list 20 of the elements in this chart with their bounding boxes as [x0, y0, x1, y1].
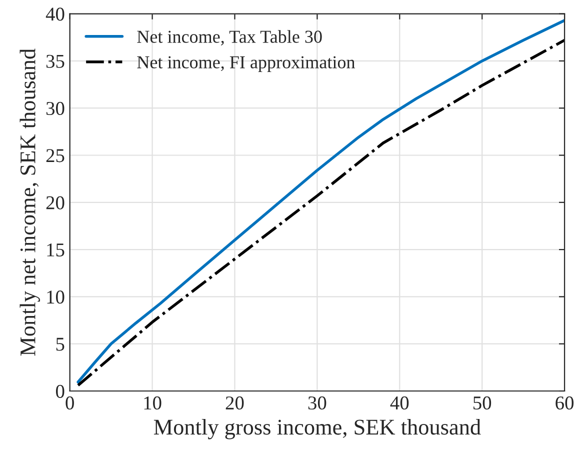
- y-tick-label: 35: [46, 54, 64, 68]
- x-tick-label: 30: [308, 396, 326, 410]
- x-tick-label: 20: [226, 396, 244, 410]
- x-tick-label: 60: [556, 396, 574, 410]
- y-tick-label: 30: [46, 102, 64, 116]
- y-tick-label: 25: [46, 149, 64, 162]
- y-tick-label: 20: [46, 196, 64, 210]
- y-tick-label: 15: [47, 243, 64, 256]
- x-tick-label: 50: [474, 396, 492, 410]
- legend-label: Net income, FI approximation: [137, 56, 355, 72]
- y-axis-title: Montly net income, SEK thousand: [20, 48, 40, 356]
- x-tick-label: 40: [390, 396, 409, 410]
- y-tick-label: 0: [56, 384, 64, 398]
- x-tick-label: 0: [66, 396, 74, 410]
- x-tick-label: 10: [144, 396, 162, 410]
- x-axis-title: Montly gross income, SEK thousand: [154, 419, 481, 440]
- y-tick-label: 40: [46, 8, 64, 21]
- legend-label: Net income, Tax Table 30: [137, 30, 322, 46]
- y-tick-label: 5: [56, 338, 64, 351]
- y-tick-label: 10: [47, 290, 64, 304]
